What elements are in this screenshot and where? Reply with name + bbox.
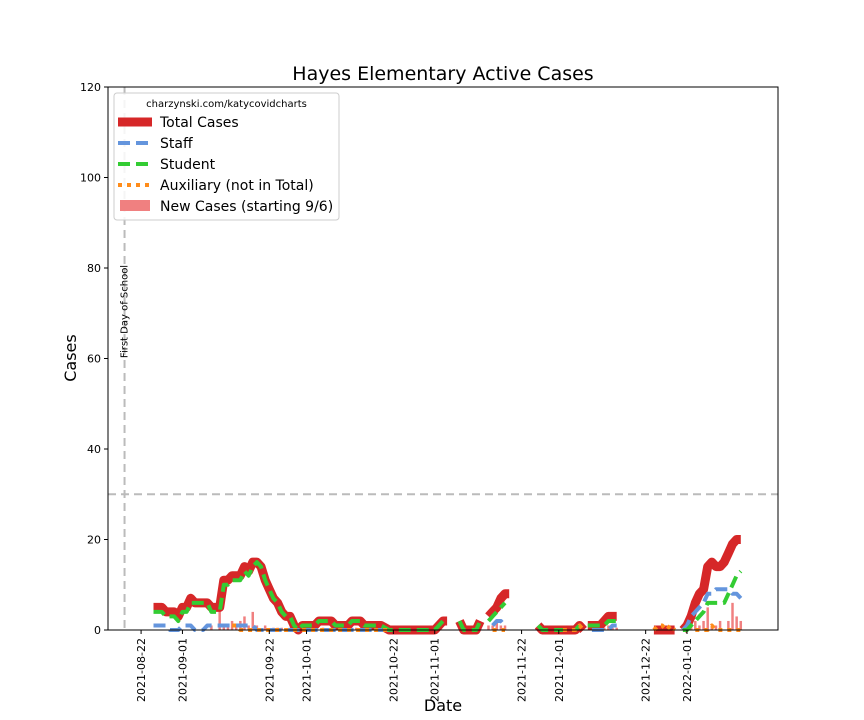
legend-label-2: Student bbox=[160, 157, 216, 173]
legend: charzynski.com/katycovidcharts Total Case… bbox=[113, 92, 340, 221]
series-3-segment-2 bbox=[562, 623, 586, 632]
new-cases-bar-2 bbox=[222, 625, 226, 630]
new-cases-bar-9 bbox=[251, 611, 254, 630]
series-1-segment-0 bbox=[153, 623, 390, 632]
series-2-segment-4 bbox=[587, 619, 617, 628]
new-cases-bar-47 bbox=[706, 607, 709, 630]
series-3-segment-4 bbox=[695, 623, 741, 632]
series-1-segment-1 bbox=[491, 619, 507, 627]
legend-swatch-4 bbox=[120, 200, 150, 211]
new-cases-bar-50 bbox=[718, 620, 722, 630]
x-tick-label-8: 2021-12-22 bbox=[640, 638, 653, 702]
legend-label-4: New Cases (starting 9/6) bbox=[160, 199, 333, 215]
x-tick-label-1: 2021-09-01 bbox=[176, 638, 189, 702]
new-cases-bar-28 bbox=[491, 625, 494, 630]
series-2-segment-2 bbox=[487, 601, 507, 623]
new-cases-bar-14 bbox=[280, 627, 283, 630]
series-2-segment-1 bbox=[457, 620, 483, 632]
x-tick-label-0: 2021-08-22 bbox=[135, 638, 148, 702]
new-cases-bar-27 bbox=[487, 625, 490, 630]
new-cases-bar-1 bbox=[218, 607, 221, 630]
series-lines bbox=[153, 535, 743, 635]
legend-label-1: Staff bbox=[160, 136, 193, 152]
new-cases-bar-40 bbox=[611, 627, 614, 630]
first-day-label: First Day of School bbox=[120, 265, 131, 358]
legend-label-3: Auxiliary (not in Total) bbox=[160, 178, 314, 194]
new-cases-bar-31 bbox=[503, 625, 507, 630]
new-cases-bar-52 bbox=[731, 602, 734, 630]
x-tick-label-9: 2022-01-01 bbox=[681, 638, 694, 702]
new-cases-bar-54 bbox=[739, 620, 743, 630]
new-cases-bar-45 bbox=[698, 625, 701, 630]
x-tick-label-4: 2021-10-22 bbox=[387, 638, 400, 702]
chart-title: Hayes Elementary Active Cases bbox=[292, 63, 593, 85]
series-0-segment-0 bbox=[153, 557, 448, 635]
y-tick-label-120: 120 bbox=[80, 81, 101, 94]
new-cases-bar-49 bbox=[714, 625, 718, 630]
new-cases-bar-53 bbox=[735, 616, 738, 630]
new-cases-bar-38 bbox=[603, 627, 606, 630]
series-1-segment-3 bbox=[681, 587, 743, 632]
new-cases-bar-11 bbox=[263, 625, 267, 630]
series-0-segment-6 bbox=[679, 535, 742, 634]
y-tick-label-80: 80 bbox=[87, 262, 101, 275]
x-ticks: 2021-08-22 2021-09-01 2021-09-22 2021-10-01… bbox=[135, 630, 694, 702]
series-2-segment-0 bbox=[153, 560, 448, 632]
y-ticks: 0 20 40 60 80 100 120 bbox=[80, 81, 108, 637]
reference-lines: First Day of School bbox=[108, 87, 778, 630]
x-tick-label-5: 2021-11-01 bbox=[429, 638, 442, 702]
y-tick-label-100: 100 bbox=[80, 172, 101, 185]
new-cases-bar-5 bbox=[234, 625, 238, 630]
x-tick-label-7: 2021-12-01 bbox=[553, 638, 566, 702]
legend-box bbox=[113, 92, 340, 221]
legend-label-0: Total Cases bbox=[159, 115, 239, 131]
y-tick-label-0: 0 bbox=[94, 624, 101, 637]
new-cases-bar-44 bbox=[694, 620, 697, 630]
new-cases-bar-8 bbox=[247, 625, 250, 630]
new-cases-bar-51 bbox=[727, 620, 730, 630]
new-cases-bar-41 bbox=[615, 627, 618, 630]
x-tick-label-2: 2021-09-22 bbox=[263, 638, 276, 702]
new-cases-bar-7 bbox=[243, 616, 246, 630]
new-cases-bar-3 bbox=[226, 625, 230, 630]
series-2-segment-5 bbox=[682, 569, 743, 632]
y-tick-label-20: 20 bbox=[87, 534, 101, 547]
series-0-segment-2 bbox=[485, 589, 510, 620]
new-cases-bar-4 bbox=[230, 620, 234, 630]
x-tick-label-3: 2021-10-01 bbox=[301, 638, 314, 702]
y-tick-label-60: 60 bbox=[87, 353, 101, 366]
x-tick-label-6: 2021-11-22 bbox=[516, 638, 529, 702]
y-axis-label: Cases bbox=[61, 334, 80, 382]
new-cases-bar-29 bbox=[495, 620, 499, 630]
new-cases-bar-30 bbox=[499, 625, 503, 630]
new-cases-bar-0 bbox=[210, 625, 213, 630]
x-axis-label: Date bbox=[424, 696, 462, 715]
new-cases-bar-46 bbox=[702, 620, 705, 630]
legend-caption: charzynski.com/katycovidcharts bbox=[146, 99, 307, 110]
y-tick-label-40: 40 bbox=[87, 443, 101, 456]
